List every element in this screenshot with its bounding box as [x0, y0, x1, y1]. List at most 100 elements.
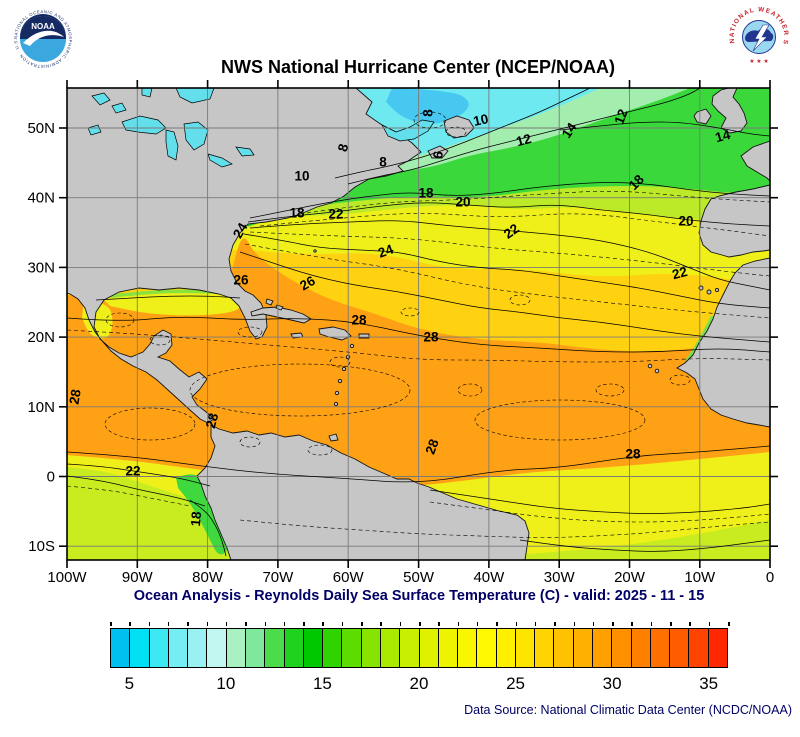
x-axis-label: 90W	[122, 569, 154, 586]
colorbar-tick	[361, 622, 363, 626]
sst-band-9	[386, 88, 469, 124]
colorbar-cell-24	[496, 629, 516, 667]
contour-loop-3	[105, 312, 135, 328]
colorbar-cell-20	[419, 629, 439, 667]
contour-label-18: 18	[418, 186, 434, 201]
colorbar-label-25: 25	[506, 674, 526, 693]
contour-solid-14	[429, 489, 770, 514]
gulf-of-st-lawrence	[381, 119, 435, 142]
land-north-america	[67, 88, 422, 424]
contour-dashed-7	[429, 501, 770, 523]
colorbar-tick	[148, 622, 151, 626]
colorbar-tick	[341, 622, 344, 626]
contour-loop-5	[237, 326, 263, 338]
y-axis-label: 30N	[27, 259, 55, 276]
lakes-layer	[87, 88, 435, 168]
contour-loop-13	[239, 436, 261, 448]
colorbar-tick	[457, 622, 460, 626]
x-axis-label: 50W	[403, 569, 435, 586]
contour-loop-14	[413, 111, 447, 129]
colorbar-tick	[554, 622, 556, 626]
colorbar-label-15: 15	[312, 674, 332, 693]
colorbar-cell-33	[670, 629, 690, 667]
x-axis-label: 0	[766, 569, 774, 586]
colorbar-tick	[708, 622, 711, 626]
contour-label-20: 20	[678, 214, 693, 229]
contour-solid-15	[519, 539, 770, 552]
colorbar-cell-13	[284, 629, 304, 667]
land-south-america	[196, 424, 530, 560]
y-axis-label: 50N	[27, 120, 55, 137]
y-axis-label: 40N	[27, 190, 55, 207]
contour-label-8: 8	[421, 109, 436, 117]
contour-label-26: 26	[233, 273, 249, 288]
hudson-bay	[175, 88, 215, 104]
colorbar-cell-6	[149, 629, 169, 667]
colorbar-cell-18	[380, 629, 401, 667]
contour-label-28: 28	[423, 330, 439, 345]
colorbar-cell-14	[303, 629, 324, 667]
contour-loop-1	[474, 399, 646, 441]
colorbar-tick	[689, 622, 691, 626]
colorbar-tick	[728, 622, 730, 626]
land-bermuda	[313, 249, 317, 253]
x-axis-label: 80W	[192, 569, 224, 586]
contour-loop-11	[509, 294, 531, 306]
contour-label-28: 28	[423, 437, 442, 457]
y-axis-label: 0	[47, 469, 55, 486]
colorbar-tick	[573, 622, 575, 626]
colorbar-tick	[110, 622, 112, 626]
colorbar-cell-26	[535, 629, 555, 667]
land-france-iberia	[698, 140, 770, 258]
x-axis-label: 10W	[684, 569, 716, 586]
noaa-seagull	[23, 30, 64, 46]
x-axis-label: 100W	[47, 569, 87, 586]
contour-loop-2	[104, 407, 196, 441]
colorbar-cell-34	[689, 629, 709, 667]
x-axis-label: 40W	[473, 569, 505, 586]
x-axis-label: 70W	[262, 569, 294, 586]
colorbar-tick	[380, 622, 382, 626]
contour-label-12: 12	[612, 107, 631, 126]
contour-solid-3	[249, 182, 770, 219]
lake-ontario	[235, 146, 255, 157]
contour-solid-13	[189, 499, 227, 557]
sst-fringe-1	[110, 289, 232, 298]
contour-label-14: 14	[714, 127, 733, 146]
contour-label-8: 8	[379, 155, 387, 170]
contour-solid-2	[559, 121, 770, 137]
colorbar-cell-19	[400, 629, 420, 667]
contour-dashed-2	[249, 231, 770, 277]
colorbar-cell-16	[342, 629, 362, 667]
colorbar-tick	[399, 622, 402, 626]
contour-label-20: 20	[455, 195, 470, 210]
axis-ticks	[59, 80, 778, 568]
colorbar-cell-30	[612, 629, 632, 667]
contour-dashed-4	[67, 329, 770, 363]
contour-solid-4	[247, 202, 770, 227]
colorbar-tick	[670, 622, 672, 626]
colorbar-cell-25	[515, 629, 536, 667]
analysis-caption: Ocean Analysis - Reynolds Daily Sea Surf…	[133, 588, 705, 604]
x-axis-label: 60W	[333, 569, 365, 586]
colorbar-cell-23	[477, 629, 497, 667]
colorbar-cell-11	[245, 629, 266, 667]
colorbar-tick	[129, 622, 131, 626]
colorbar-label-5: 5	[124, 674, 135, 693]
contour-loop-6	[329, 356, 351, 368]
colorbar-cell-5	[130, 629, 150, 667]
nws-lightning-bolt	[752, 24, 770, 52]
colorbar-tick	[225, 622, 228, 626]
colorbar-label-20: 20	[409, 674, 429, 693]
colorbar-tick	[515, 622, 518, 626]
colorbar-cell-35	[708, 629, 727, 667]
colorbar-cell-28	[573, 629, 594, 667]
contour-loop-12	[400, 307, 420, 317]
contour-loop-15	[445, 126, 467, 138]
contour-loop-8	[595, 383, 625, 397]
colorbar-tick	[496, 622, 498, 626]
contour-solid-7	[239, 251, 770, 343]
nws-logo: NATIONAL WEATHER SERVICE ★ ★ ★	[728, 6, 790, 68]
